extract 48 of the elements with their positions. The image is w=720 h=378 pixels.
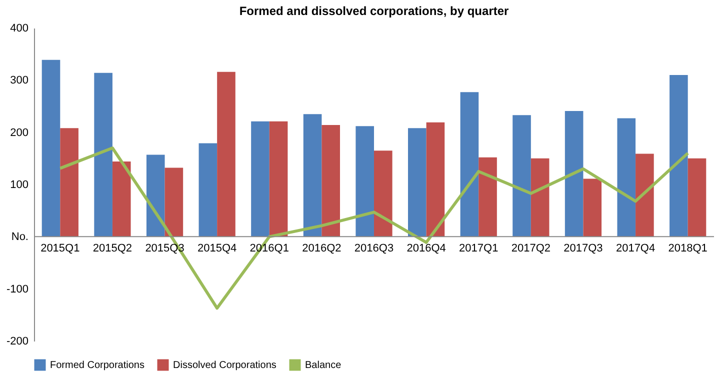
bar <box>198 143 218 237</box>
x-tick-label: 2015Q1 <box>40 242 80 255</box>
bar <box>303 114 322 237</box>
y-tick-label: No. <box>11 231 28 244</box>
bar <box>636 154 654 237</box>
y-tick-label: 100 <box>10 179 28 191</box>
y-tick-label: 300 <box>10 74 28 87</box>
bar <box>322 125 340 237</box>
bar <box>356 126 374 237</box>
bar <box>251 121 270 237</box>
legend-label: Formed Corporations <box>50 360 144 371</box>
bar <box>478 157 497 237</box>
bar <box>670 74 688 237</box>
bar <box>217 72 236 237</box>
bar <box>94 72 112 237</box>
x-tick-label: 2017Q4 <box>616 242 656 255</box>
x-tick-label: 2015Q2 <box>92 242 132 255</box>
x-tick-label: 2017Q3 <box>564 242 603 255</box>
x-tick-label: 2017Q1 <box>459 242 498 255</box>
bar <box>512 115 531 237</box>
y-tick-label: -200 <box>6 336 28 348</box>
bar <box>688 158 706 237</box>
bar <box>164 168 184 237</box>
bar <box>269 121 288 237</box>
bar <box>408 128 426 237</box>
bar <box>426 122 445 237</box>
y-tick-label: -100 <box>6 283 28 296</box>
x-tick-label: 2016Q3 <box>354 242 394 255</box>
x-tick-label: 2018Q1 <box>668 242 708 255</box>
chart-title: Formed and dissolved corporations, by quarter <box>239 4 510 18</box>
bar <box>460 92 479 237</box>
bar <box>564 110 584 237</box>
x-tick-label: 2015Q4 <box>198 242 237 255</box>
bar <box>583 178 602 237</box>
x-tick-label: 2016Q2 <box>302 242 342 255</box>
y-tick-label: 200 <box>10 126 28 139</box>
bar <box>112 162 131 237</box>
x-tick-label: 2016Q4 <box>406 242 446 255</box>
bar <box>60 128 78 237</box>
y-tick-label: 400 <box>10 22 28 34</box>
legend-label: Balance <box>305 360 342 371</box>
bar <box>530 158 550 237</box>
x-tick-label: 2017Q2 <box>511 242 550 255</box>
bar <box>617 118 636 237</box>
bar <box>374 150 392 237</box>
bar <box>42 60 60 237</box>
legend-label: Dissolved Corporations <box>173 360 276 371</box>
bar <box>146 154 165 237</box>
